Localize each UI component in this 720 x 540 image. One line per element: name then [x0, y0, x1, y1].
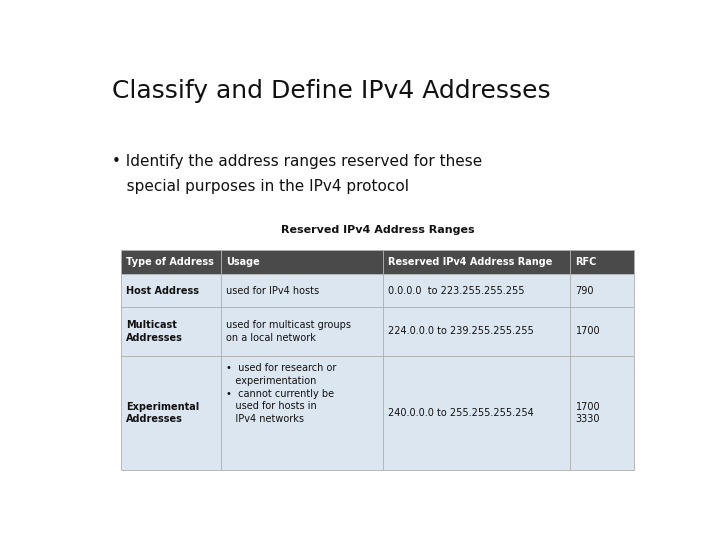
- Text: Multicast
Addresses: Multicast Addresses: [126, 320, 183, 343]
- Bar: [121, 307, 221, 356]
- Bar: [121, 356, 221, 470]
- Bar: [570, 250, 634, 274]
- Text: 0.0.0.0  to 223.255.255.255: 0.0.0.0 to 223.255.255.255: [388, 286, 525, 295]
- Text: Classify and Define IPv4 Addresses: Classify and Define IPv4 Addresses: [112, 79, 551, 103]
- Text: used for IPv4 hosts: used for IPv4 hosts: [226, 286, 320, 295]
- Bar: [382, 356, 570, 470]
- Bar: [382, 307, 570, 356]
- Text: Reserved IPv4 Address Ranges: Reserved IPv4 Address Ranges: [281, 225, 474, 235]
- Text: •  used for research or
   experimentation
•  cannot currently be
   used for ho: • used for research or experimentation •…: [226, 363, 337, 424]
- Text: Type of Address: Type of Address: [126, 257, 214, 267]
- Text: 1700: 1700: [575, 326, 600, 336]
- Text: 790: 790: [575, 286, 594, 295]
- Bar: [221, 250, 382, 274]
- Text: 240.0.0.0 to 255.255.255.254: 240.0.0.0 to 255.255.255.254: [388, 408, 534, 418]
- Text: Experimental
Addresses: Experimental Addresses: [126, 402, 199, 424]
- Text: Usage: Usage: [226, 257, 260, 267]
- Text: 1700
3330: 1700 3330: [575, 402, 600, 424]
- Bar: [121, 274, 221, 307]
- Text: RFC: RFC: [575, 257, 597, 267]
- Text: • Identify the address ranges reserved for these: • Identify the address ranges reserved f…: [112, 154, 482, 169]
- Text: used for multicast groups
on a local network: used for multicast groups on a local net…: [226, 320, 351, 343]
- Bar: [570, 356, 634, 470]
- Bar: [570, 274, 634, 307]
- Bar: [221, 356, 382, 470]
- Bar: [221, 307, 382, 356]
- Bar: [382, 250, 570, 274]
- Text: special purposes in the IPv4 protocol: special purposes in the IPv4 protocol: [112, 179, 409, 194]
- Text: 224.0.0.0 to 239.255.255.255: 224.0.0.0 to 239.255.255.255: [388, 326, 534, 336]
- Bar: [570, 307, 634, 356]
- Bar: [382, 274, 570, 307]
- Text: Host Address: Host Address: [126, 286, 199, 295]
- Text: Reserved IPv4 Address Range: Reserved IPv4 Address Range: [388, 257, 552, 267]
- Bar: [121, 250, 221, 274]
- Bar: [221, 274, 382, 307]
